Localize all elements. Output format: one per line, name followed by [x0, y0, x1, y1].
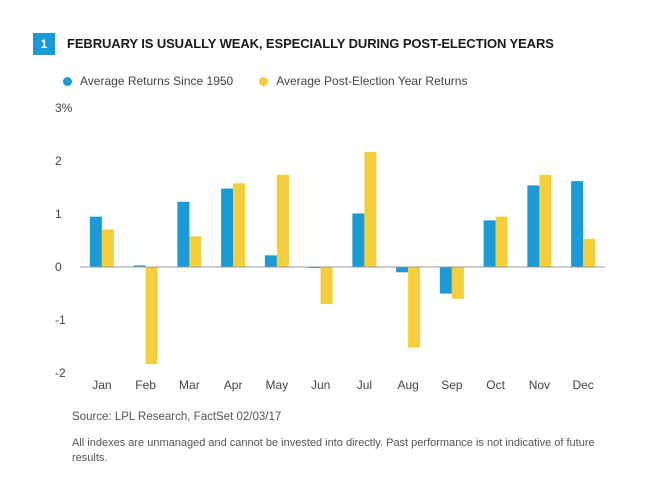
legend-item-series-1: Average Returns Since 1950 — [63, 74, 233, 88]
bar-sep-series-2 — [451, 267, 464, 299]
bar-aug-series-2 — [408, 267, 421, 348]
bar-apr-series-1 — [221, 188, 234, 267]
bar-oct-series-2 — [495, 216, 508, 267]
figure-number-badge: 1 — [33, 33, 55, 55]
bar-nov-series-2 — [539, 174, 552, 267]
bar-jun-series-2 — [320, 267, 333, 305]
legend-label-series-2: Average Post-Election Year Returns — [276, 74, 468, 88]
bar-jan-series-2 — [101, 229, 114, 267]
y-tick-label: 1 — [55, 207, 62, 221]
x-tick-label: Dec — [572, 378, 593, 392]
bar-may-series-1 — [264, 255, 277, 267]
bar-dec-series-2 — [583, 238, 596, 267]
x-tick-label: Jun — [311, 378, 330, 392]
bar-feb-series-2 — [145, 267, 158, 364]
bar-may-series-2 — [276, 174, 289, 267]
legend-label-series-1: Average Returns Since 1950 — [80, 74, 234, 88]
y-tick-label: -2 — [55, 366, 66, 380]
bar-feb-series-1 — [133, 265, 146, 267]
x-tick-label: Jan — [92, 378, 111, 392]
x-tick-label: Aug — [397, 378, 418, 392]
bar-jan-series-1 — [89, 216, 102, 267]
bar-nov-series-1 — [527, 185, 540, 267]
x-tick-label: Jul — [357, 378, 372, 392]
chart-title: FEBRUARY IS USUALLY WEAK, ESPECIALLY DUR… — [67, 36, 554, 51]
legend-item-series-2: Average Post-Election Year Returns — [259, 74, 467, 88]
bar-aug-series-1 — [396, 267, 409, 273]
bar-jul-series-2 — [364, 151, 377, 267]
bar-mar-series-2 — [189, 236, 202, 267]
bar-jul-series-1 — [352, 213, 365, 267]
x-tick-label: Apr — [224, 378, 243, 392]
y-tick-label: 0 — [55, 260, 62, 274]
bar-mar-series-1 — [177, 201, 190, 267]
bar-apr-series-2 — [233, 183, 246, 267]
y-tick-label: 2 — [55, 154, 62, 168]
x-tick-label: Sep — [441, 378, 463, 392]
x-tick-label: Mar — [179, 378, 200, 392]
y-tick-label: -1 — [55, 313, 66, 327]
y-tick-label: 3% — [55, 101, 73, 115]
source-note: Source: LPL Research, FactSet 02/03/17 — [72, 411, 282, 423]
bar-sep-series-1 — [439, 267, 452, 294]
disclaimer-note: All indexes are unmanaged and cannot be … — [72, 437, 595, 464]
x-tick-label: Nov — [529, 378, 550, 392]
chart-legend: Average Returns Since 1950 Average Post-… — [63, 74, 493, 88]
bar-dec-series-1 — [571, 181, 584, 267]
legend-swatch-series-2 — [259, 76, 269, 86]
bar-oct-series-1 — [483, 220, 496, 267]
x-tick-label: Oct — [486, 378, 505, 392]
legend-swatch-series-1 — [63, 76, 72, 86]
x-tick-label: May — [266, 378, 289, 392]
x-tick-label: Feb — [135, 378, 156, 392]
